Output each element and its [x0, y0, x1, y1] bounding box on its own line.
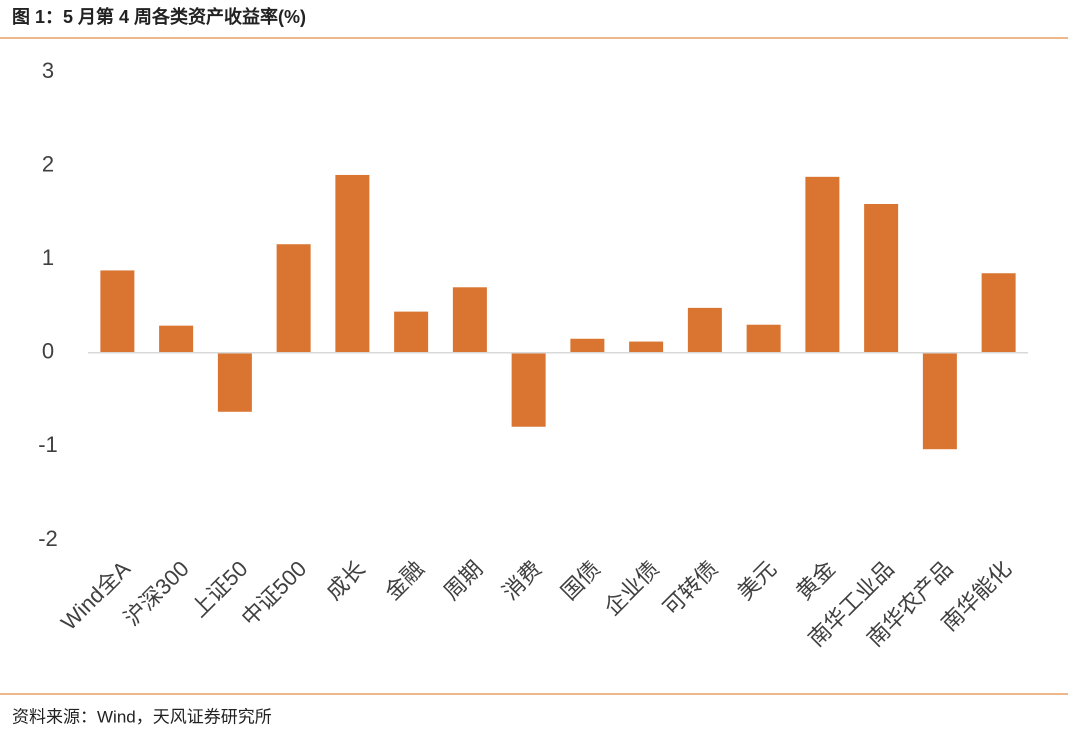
bar: [511, 352, 546, 427]
bar: [629, 341, 664, 353]
y-tick-label: -2: [38, 526, 58, 551]
x-tick-label: 周期: [439, 556, 488, 605]
y-tick-label: 1: [42, 245, 54, 270]
y-tick-label: 3: [42, 58, 54, 83]
x-tick-label: 消费: [497, 556, 546, 605]
x-tick-label: 黄金: [791, 556, 840, 605]
bar: [452, 287, 487, 353]
x-tick-label: 美元: [732, 556, 781, 605]
bar: [335, 174, 370, 353]
bar: [394, 311, 429, 353]
bar: [981, 273, 1016, 353]
x-tick-label: 沪深300: [119, 556, 194, 631]
bar: [100, 270, 135, 353]
x-tick-label: 成长: [321, 556, 370, 605]
x-tick-label: 中证500: [237, 556, 312, 631]
source-note: 资料来源：Wind，天风证券研究所: [12, 707, 272, 726]
bar: [276, 244, 311, 353]
x-tick-label: 可转债: [658, 556, 722, 620]
chart-title: 图 1：5 月第 4 周各类资产收益率(%): [12, 6, 306, 27]
bar: [159, 325, 194, 353]
y-tick-label: -1: [38, 432, 58, 457]
x-tick-label: 企业债: [599, 556, 663, 620]
bar: [746, 324, 781, 353]
bar: [570, 338, 605, 353]
bar: [805, 176, 840, 353]
bar: [922, 352, 957, 450]
x-tick-label: 金融: [380, 556, 429, 605]
y-tick-label: 0: [42, 339, 54, 364]
x-tick-label: 国债: [556, 556, 605, 605]
bar: [217, 352, 252, 412]
bar: [864, 203, 899, 353]
bar: [687, 307, 722, 353]
y-tick-label: 2: [42, 151, 54, 176]
x-tick-label: Wind全A: [56, 556, 135, 635]
